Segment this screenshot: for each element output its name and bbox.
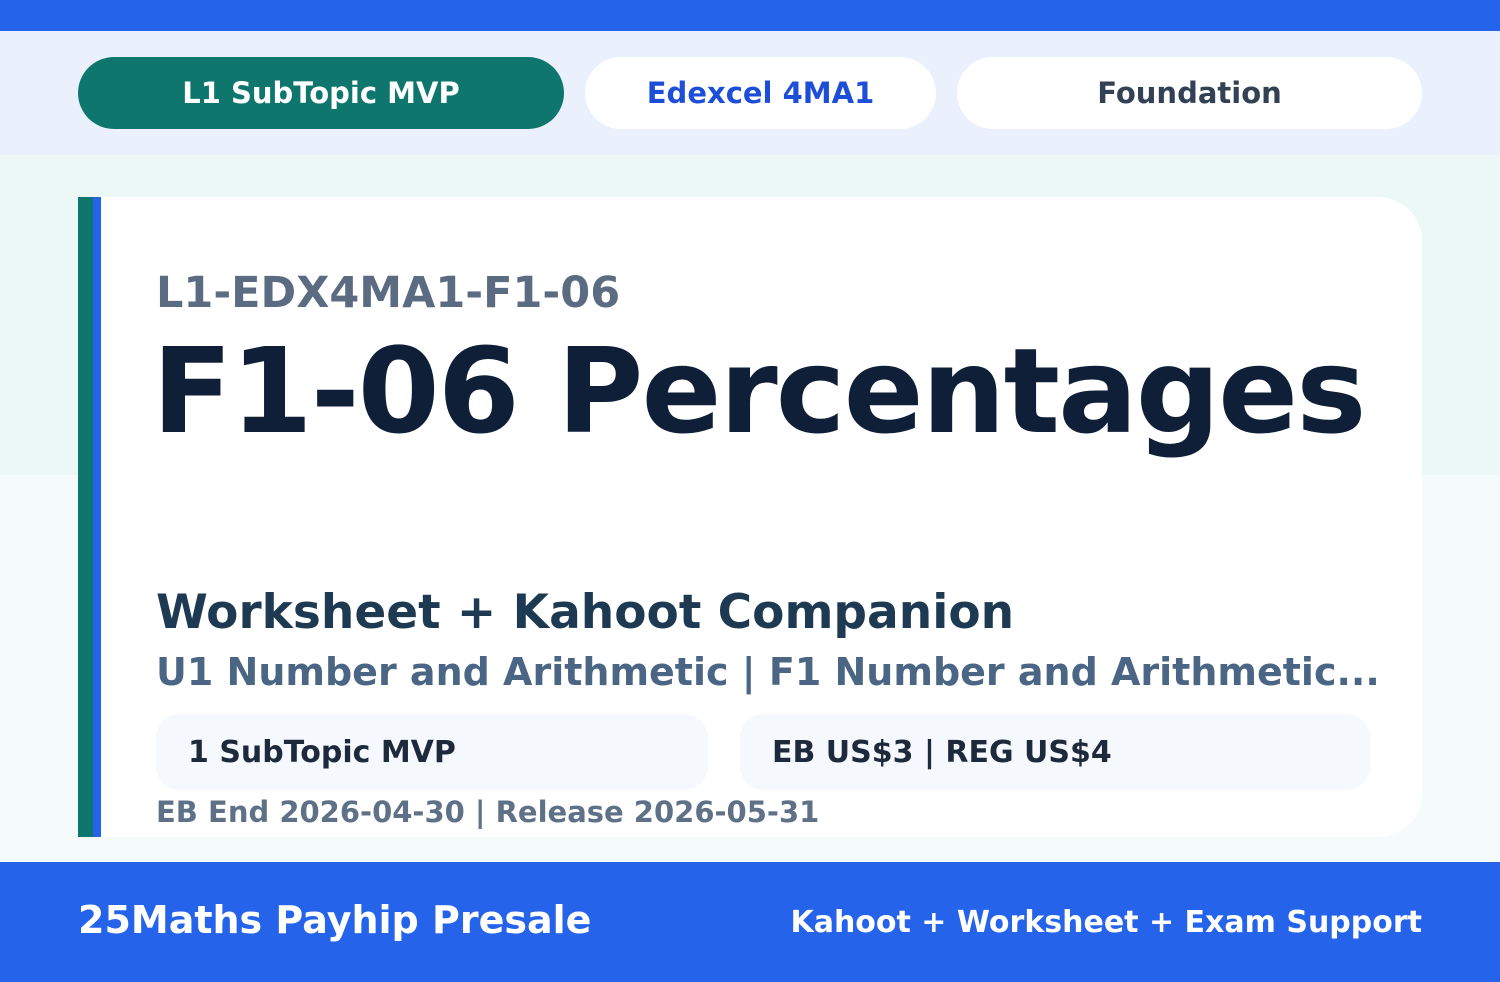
board-pill: Edexcel 4MA1	[585, 57, 936, 129]
tier-pill: Foundation	[957, 57, 1422, 129]
brand-text: 25Maths Payhip Presale	[78, 898, 592, 942]
footer-bar	[0, 862, 1500, 982]
tagline-text: Kahoot + Worksheet + Exam Support	[790, 905, 1422, 940]
level-pill: L1 SubTopic MVP	[78, 57, 564, 129]
price-box: EB US$3 | REG US$4	[740, 714, 1370, 790]
dates-text: EB End 2026-04-30 | Release 2026-05-31	[156, 795, 820, 829]
product-code: L1-EDX4MA1-F1-06	[156, 268, 621, 318]
scope-box: 1 SubTopic MVP	[156, 714, 708, 790]
top-bar	[0, 0, 1500, 31]
accent-bar-teal	[78, 197, 93, 837]
product-title: F1-06 Percentages	[152, 322, 1366, 460]
accent-bar-blue	[93, 197, 101, 837]
product-subtitle: Worksheet + Kahoot Companion	[156, 585, 1015, 640]
unit-path: U1 Number and Arithmetic | F1 Number and…	[156, 650, 1380, 694]
